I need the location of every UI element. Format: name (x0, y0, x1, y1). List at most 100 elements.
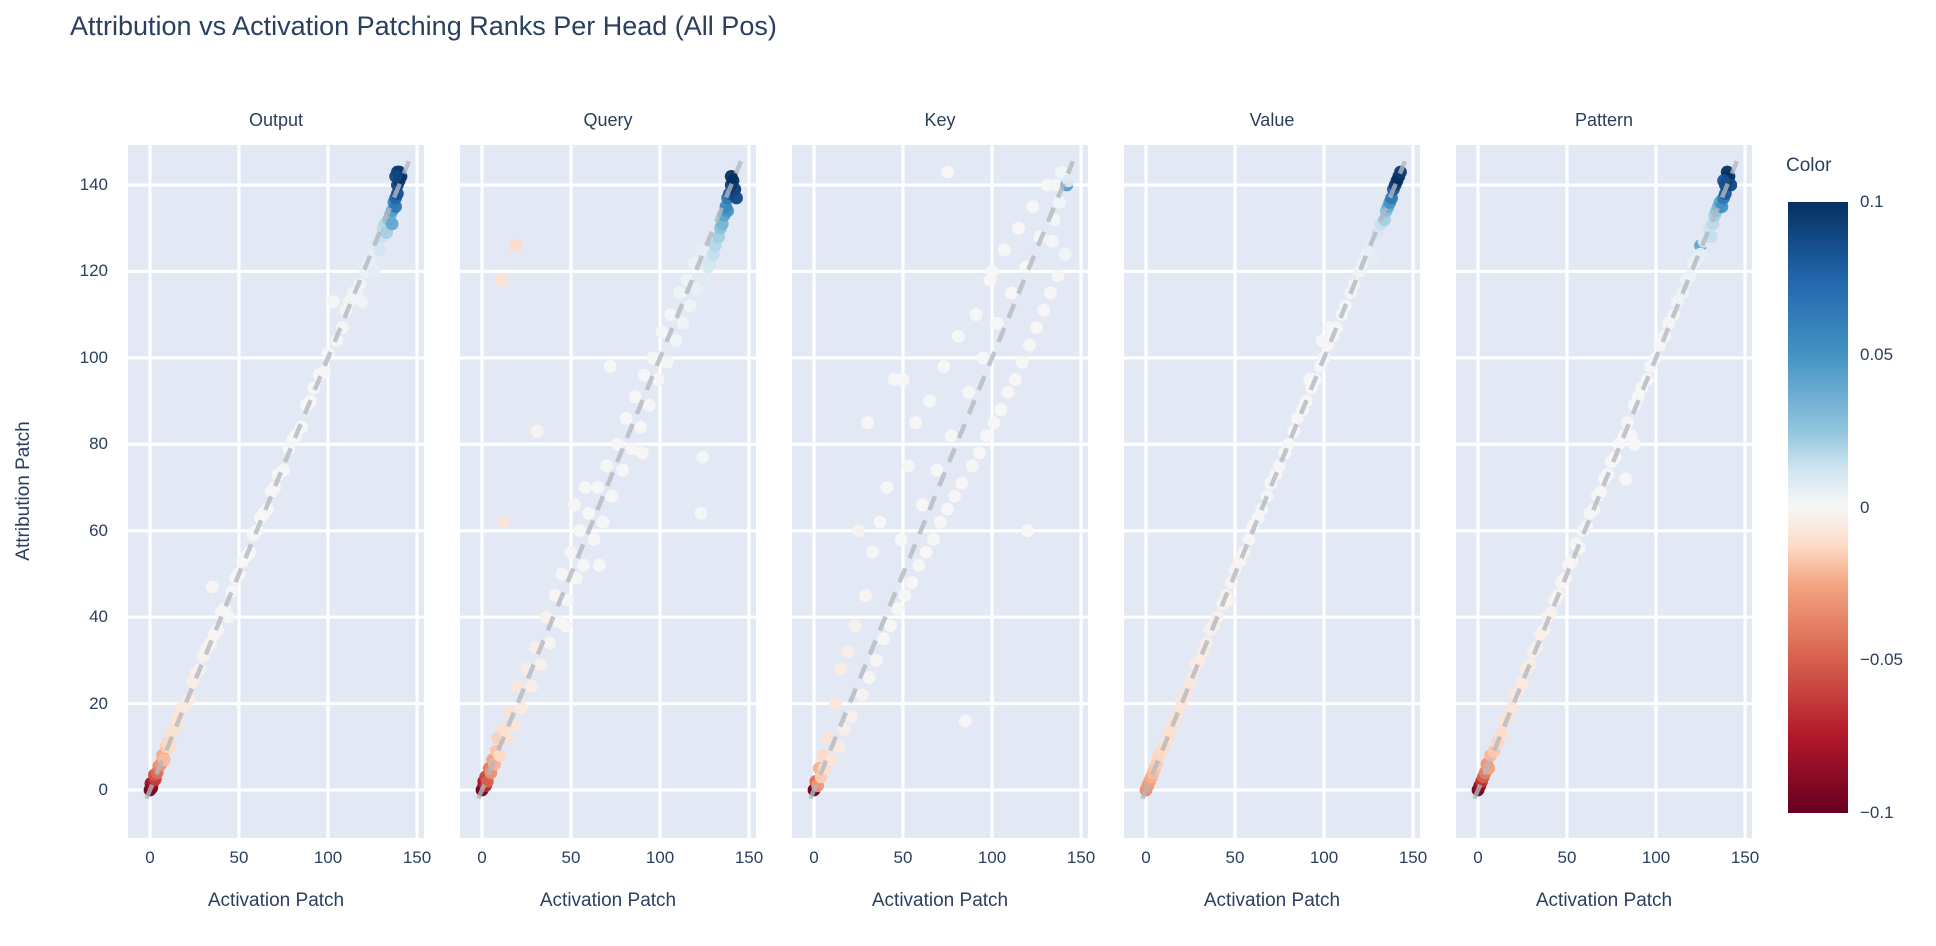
scatter-point (987, 416, 1001, 430)
scatter-point (373, 243, 386, 257)
scatter-point (829, 697, 842, 710)
scatter-point (561, 593, 574, 607)
scatter-point (616, 463, 629, 477)
scatter-point (896, 373, 910, 386)
scatter-point (980, 429, 994, 442)
panel-key-plot-area[interactable] (792, 145, 1088, 838)
panel-value: Value 0 50 100 150 Activation Patch (1124, 108, 1427, 938)
scatter-point (1367, 252, 1381, 265)
scatter-point (605, 489, 619, 503)
scatter-point (973, 446, 986, 460)
scatter-point (511, 679, 524, 693)
scatter-point (1044, 286, 1058, 300)
scatter-point (628, 390, 642, 404)
scatter-point (669, 334, 683, 347)
scatter-point (1058, 247, 1072, 261)
scatter-point (919, 545, 933, 559)
x-axis-title: Activation Patch (1535, 890, 1673, 911)
scatter-point (905, 576, 919, 589)
scatter-point (694, 507, 708, 520)
scatter-point (646, 351, 660, 365)
scatter-point (1040, 178, 1054, 192)
scatter-point (887, 373, 901, 386)
scatter-point (691, 282, 704, 296)
scatter-point (834, 662, 848, 676)
scatter-point (221, 610, 235, 624)
x-tick-label: 50 (561, 848, 581, 867)
scatter-point (901, 459, 915, 473)
scatter-point (866, 545, 880, 559)
scatter-point (845, 710, 858, 723)
scatter-point (941, 502, 954, 516)
reference-line (144, 160, 412, 800)
scatter-point (859, 589, 872, 602)
scatter-point (610, 437, 624, 451)
x-axis-title: Activation Patch (207, 890, 345, 911)
scatter-point (994, 403, 1008, 417)
scatter-point (1023, 338, 1036, 352)
scatter-point (955, 476, 969, 490)
scatter-point (1026, 200, 1040, 213)
x-tick-label: 50 (1557, 848, 1577, 867)
panel-pattern-plot-area[interactable] (1456, 145, 1752, 838)
x-tick-label: 0 (1141, 848, 1151, 867)
reference-line (808, 160, 1076, 800)
scatter-point (976, 351, 990, 365)
x-tick-label: 0 (809, 848, 819, 867)
scatter-point (555, 567, 569, 581)
scatter-point (821, 731, 835, 745)
panel-query: Query 0 50 100 150 Activation Patch (460, 108, 763, 938)
scatter-point (600, 459, 613, 473)
panel-value-plot-area[interactable] (1124, 145, 1420, 838)
panel-key: Key 0 50 100 150 Activation Patch (792, 108, 1095, 938)
y-tick-label: 80 (89, 434, 108, 454)
x-tick-label: 150 (402, 848, 432, 867)
scatter-point (1621, 416, 1634, 430)
scatter-point (990, 316, 1004, 330)
scatter-point (912, 558, 926, 572)
reference-line (476, 160, 744, 800)
scatter-point (891, 602, 905, 615)
x-tick-label: 50 (229, 848, 249, 867)
scatter-point (852, 524, 865, 538)
scatter-point (568, 498, 581, 512)
scatter-point (698, 273, 711, 287)
scatter-point (1053, 195, 1066, 209)
x-axis-title: Activation Patch (539, 890, 677, 911)
scatter-point (1594, 485, 1608, 499)
panel-title: Output (248, 110, 304, 130)
scatter-point (514, 701, 528, 715)
scatter-point (894, 533, 908, 546)
scatter-point (941, 165, 954, 179)
scatter-point (625, 442, 638, 455)
colorbar-tick-label: 0.1 (1860, 192, 1884, 211)
x-axis-title: Activation Patch (871, 890, 1009, 911)
scatter-point (1619, 472, 1633, 486)
scatter-point (1242, 533, 1256, 546)
x-tick-label: 150 (734, 848, 764, 867)
scatter-point (525, 679, 539, 693)
x-tick-label: 100 (977, 848, 1007, 867)
panel-output-plot-area[interactable] (128, 145, 424, 838)
scatter-point (389, 170, 402, 183)
panel-query-plot-area[interactable] (460, 145, 756, 838)
scatter-point (578, 481, 592, 494)
scatter-point (676, 316, 690, 330)
x-tick-label: 150 (1730, 848, 1760, 867)
scatter-point (877, 632, 890, 646)
colorbar-gradient (1788, 202, 1848, 813)
plot-background (792, 145, 1088, 838)
x-axis-title: Activation Patch (1203, 890, 1341, 911)
scatter-point (1062, 174, 1075, 188)
scatter-point (861, 416, 874, 430)
reference-line (1140, 160, 1408, 800)
reference-line (1472, 160, 1740, 800)
scatter-point (385, 217, 399, 231)
scatter-point (880, 481, 894, 494)
panel-title: Value (1249, 110, 1295, 130)
colorbar-tick-label: 0 (1860, 497, 1870, 517)
colorbar-tick-label: −0.1 (1860, 803, 1894, 822)
scatter-point (966, 459, 979, 473)
x-tick-label: 50 (1225, 848, 1245, 867)
scatter-point (367, 265, 381, 278)
